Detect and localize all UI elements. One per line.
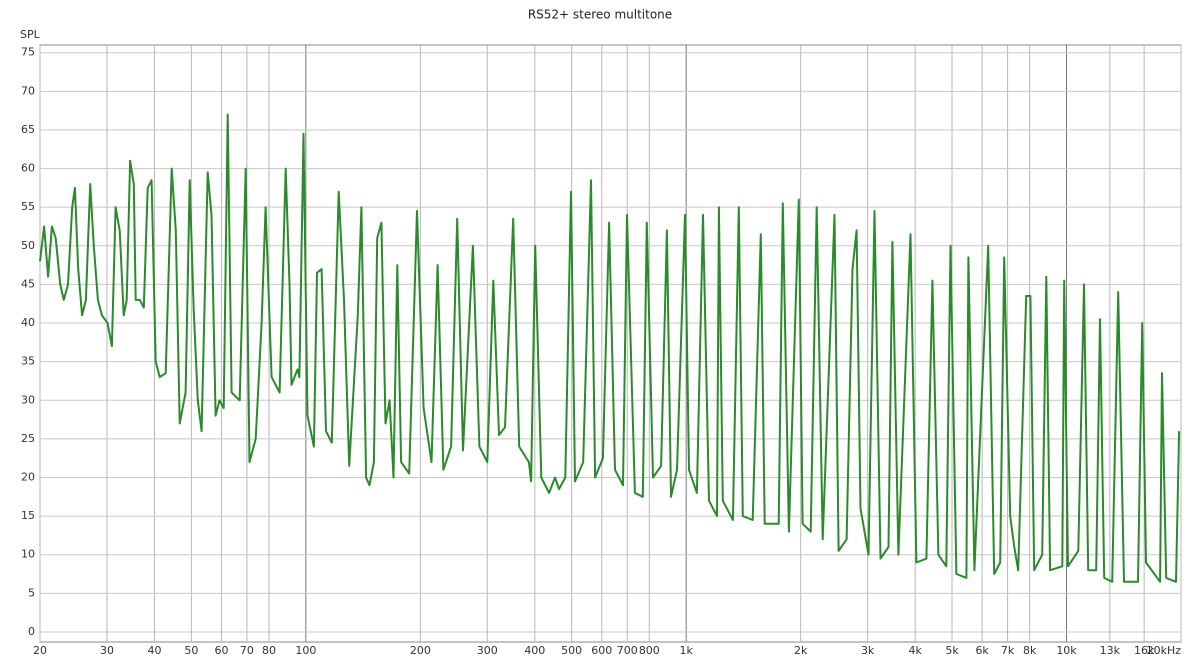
x-tick-label: 20kHz [1147, 644, 1182, 657]
plot-frame [39, 44, 1182, 643]
y-tick-label: 15 [21, 509, 35, 522]
y-tick-label: 55 [21, 200, 35, 213]
x-tick-label: 200 [410, 644, 431, 657]
y-tick-label: 30 [21, 393, 35, 406]
y-tick-label: 50 [21, 239, 35, 252]
x-tick-label: 16k [1134, 644, 1155, 657]
y-tick-label: 25 [21, 432, 35, 445]
y-tick-label: 35 [21, 355, 35, 368]
y-tick-label: 45 [21, 277, 35, 290]
x-tick-label: 30 [100, 644, 114, 657]
x-tick-label: 70 [240, 644, 254, 657]
x-tick-label: 700 [617, 644, 638, 657]
x-tick-label: 10k [1056, 644, 1077, 657]
x-tick-label: 800 [639, 644, 660, 657]
x-tick-label: 5k [945, 644, 959, 657]
y-tick-label: 60 [21, 162, 35, 175]
x-tick-label: 7k [1001, 644, 1015, 657]
x-tick-label: 40 [147, 644, 161, 657]
x-tick-label: 100 [295, 644, 316, 657]
chart-title: RS52+ stereo multitone [528, 8, 672, 22]
y-tick-label: 5 [28, 586, 35, 599]
y-tick-label: 40 [21, 316, 35, 329]
x-tick-label: 600 [591, 644, 612, 657]
x-tick-label: 2k [794, 644, 808, 657]
y-tick-label: 0 [28, 625, 35, 638]
x-tick-label: 6k [975, 644, 989, 657]
x-tick-label: 80 [262, 644, 276, 657]
x-tick-label: 4k [908, 644, 922, 657]
y-tick-label: 65 [21, 123, 35, 136]
y-tick-label: 10 [21, 548, 35, 561]
data-line [39, 113, 1181, 583]
x-tick-label: 3k [861, 644, 875, 657]
x-tick-label: 1k [679, 644, 693, 657]
x-tick-label: 8k [1023, 644, 1037, 657]
y-tick-label: 20 [21, 470, 35, 483]
x-tick-label: 60 [214, 644, 228, 657]
x-tick-label: 50 [184, 644, 198, 657]
y-tick-label: 75 [21, 46, 35, 59]
y-tick-label: 70 [21, 84, 35, 97]
x-tick-label: 500 [561, 644, 582, 657]
x-tick-label: 13k [1100, 644, 1121, 657]
x-tick-label: 20 [33, 644, 47, 657]
x-tick-label: 400 [524, 644, 545, 657]
x-tick-label: 300 [477, 644, 498, 657]
y-axis-label: SPL [20, 28, 41, 41]
